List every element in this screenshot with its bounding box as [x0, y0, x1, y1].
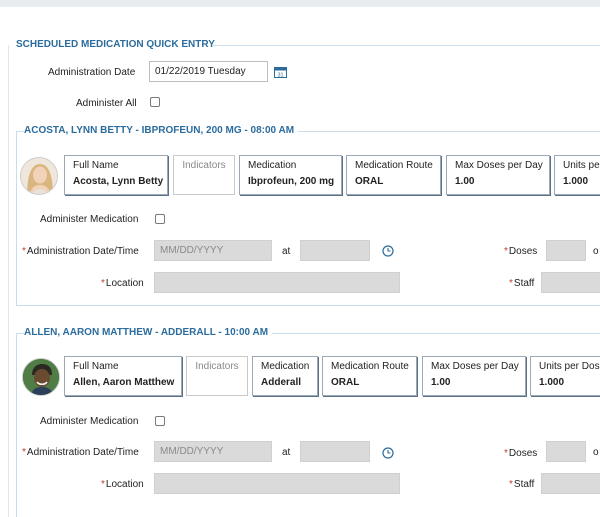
- medication-route-value: ORAL: [355, 176, 384, 187]
- required-mark: *: [504, 448, 508, 459]
- patient-avatar: [20, 157, 58, 195]
- location-label: *Location: [101, 479, 144, 490]
- units-per-dose-label: Units per Dose: [539, 361, 600, 372]
- units-per-dose-value: 1.000: [539, 377, 565, 388]
- units-per-dose-label: Units per: [563, 160, 600, 171]
- administer-medication-checkbox[interactable]: [155, 416, 165, 426]
- location-label: *Location: [101, 278, 144, 289]
- administration-date-field[interactable]: MM/DD/YYYY: [154, 441, 272, 462]
- required-mark: *: [509, 278, 513, 289]
- patient-card-title: ALLEN, AARON MATTHEW - ADDERALL - 10:00 …: [24, 327, 273, 338]
- administer-medication-label: Administer Medication: [40, 416, 139, 427]
- staff-field[interactable]: [541, 473, 600, 494]
- clock-icon[interactable]: [382, 447, 394, 459]
- units-per-dose-box: Units per 1.000: [554, 155, 600, 195]
- required-mark: *: [509, 479, 513, 490]
- administration-date-field[interactable]: MM/DD/YYYY: [154, 240, 272, 261]
- max-doses-box: Max Doses per Day 1.00: [422, 356, 526, 396]
- location-text: Location: [105, 278, 144, 289]
- at-label: at: [282, 246, 291, 257]
- max-doses-value: 1.00: [455, 176, 475, 187]
- full-name-label: Full Name: [73, 160, 119, 171]
- calendar-icon[interactable]: 31: [274, 66, 287, 78]
- medication-value: Adderall: [261, 377, 302, 388]
- staff-text: Staff: [513, 479, 535, 490]
- administration-datetime-text: Administration Date/Time: [26, 447, 139, 458]
- medication-route-value: ORAL: [331, 377, 360, 388]
- medication-route-box: Medication Route ORAL: [322, 356, 417, 396]
- administer-all-checkbox[interactable]: [150, 97, 160, 107]
- administration-time-field[interactable]: [300, 441, 370, 462]
- location-text: Location: [105, 479, 144, 490]
- doses-field[interactable]: [546, 240, 586, 261]
- section-title: SCHEDULED MEDICATION QUICK ENTRY: [16, 39, 215, 50]
- patient-card-title: ACOSTA, LYNN BETTY - IBPROFEUN, 200 MG -…: [24, 125, 299, 136]
- medication-box: Medication Adderall: [252, 356, 318, 396]
- medication-route-box: Medication Route ORAL: [346, 155, 441, 195]
- indicators-box: Indicators: [186, 356, 248, 396]
- doses-trailing-text: o: [593, 246, 599, 257]
- required-mark: *: [101, 479, 105, 490]
- administration-date-input[interactable]: 01/22/2019 Tuesday: [149, 61, 268, 82]
- clock-icon[interactable]: [382, 245, 394, 257]
- staff-field[interactable]: [541, 272, 600, 293]
- administration-time-field[interactable]: [300, 240, 370, 261]
- at-label: at: [282, 447, 291, 458]
- indicators-label: Indicators: [195, 361, 239, 372]
- units-per-dose-value: 1.000: [563, 176, 589, 187]
- location-field[interactable]: [154, 272, 400, 293]
- full-name-label: Full Name: [73, 361, 119, 372]
- staff-text: Staff: [513, 278, 535, 289]
- calendar-icon-day: 31: [277, 73, 283, 79]
- required-mark: *: [504, 246, 508, 257]
- max-doses-label: Max Doses per Day: [431, 361, 519, 372]
- required-mark: *: [22, 447, 26, 458]
- administration-datetime-text: Administration Date/Time: [26, 246, 139, 257]
- administration-date-label: Administration Date: [48, 67, 136, 78]
- location-field[interactable]: [154, 473, 400, 494]
- medication-route-label: Medication Route: [331, 361, 409, 372]
- staff-label: *Staff: [509, 479, 534, 490]
- medication-value: Ibprofeun, 200 mg: [248, 176, 335, 187]
- units-per-dose-box: Units per Dose 1.000: [530, 356, 600, 396]
- max-doses-box: Max Doses per Day 1.00: [446, 155, 550, 195]
- doses-trailing-text: o: [593, 447, 599, 458]
- administer-medication-label: Administer Medication: [40, 214, 139, 225]
- full-name-value: Acosta, Lynn Betty: [73, 176, 164, 187]
- required-mark: *: [22, 246, 26, 257]
- indicators-box: Indicators: [173, 155, 235, 195]
- top-bar: [0, 0, 600, 7]
- full-name-box: Full Name Allen, Aaron Matthew: [64, 356, 182, 396]
- doses-text: Doses: [508, 448, 538, 459]
- max-doses-value: 1.00: [431, 377, 451, 388]
- section-divider: [212, 45, 600, 46]
- administration-datetime-label: *Administration Date/Time: [22, 447, 139, 458]
- medication-box: Medication Ibprofeun, 200 mg: [239, 155, 342, 195]
- medication-label: Medication: [261, 361, 310, 372]
- section-frame: [8, 45, 600, 517]
- required-mark: *: [101, 278, 105, 289]
- doses-label: *Doses: [504, 448, 537, 459]
- medication-route-label: Medication Route: [355, 160, 433, 171]
- full-name-value: Allen, Aaron Matthew: [73, 377, 175, 388]
- max-doses-label: Max Doses per Day: [455, 160, 543, 171]
- administration-datetime-label: *Administration Date/Time: [22, 246, 139, 257]
- medication-label: Medication: [248, 160, 297, 171]
- patient-avatar: [22, 358, 60, 396]
- doses-text: Doses: [508, 246, 538, 257]
- indicators-label: Indicators: [182, 160, 226, 171]
- full-name-box: Full Name Acosta, Lynn Betty: [64, 155, 168, 195]
- administer-all-label: Administer All: [76, 98, 137, 109]
- doses-field[interactable]: [546, 441, 586, 462]
- administer-medication-checkbox[interactable]: [155, 214, 165, 224]
- staff-label: *Staff: [509, 278, 534, 289]
- doses-label: *Doses: [504, 246, 537, 257]
